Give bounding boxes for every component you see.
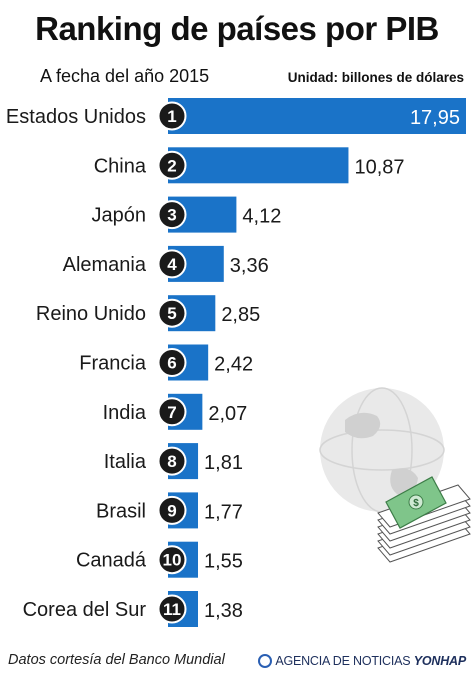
agency-credit: AGENCIA DE NOTICIAS YONHAP	[258, 654, 466, 668]
category-label: China	[94, 155, 147, 177]
rank-number: 6	[167, 354, 176, 373]
category-label: Corea del Sur	[23, 599, 147, 621]
chart-subtitle: A fecha del año 2015	[40, 66, 210, 86]
chart-title: Ranking de países por PIB	[35, 10, 439, 47]
rank-number: 4	[167, 255, 177, 274]
value-label: 3,36	[230, 255, 269, 277]
svg-text:$: $	[413, 498, 419, 509]
bar	[168, 147, 349, 184]
rank-badge	[157, 200, 187, 230]
value-label: 2,07	[208, 403, 247, 425]
money-stack-icon: $	[377, 476, 471, 563]
value-label: 10,87	[354, 156, 404, 178]
rank-badge	[157, 101, 187, 131]
rank-number: 10	[163, 551, 182, 570]
rank-badge	[157, 495, 187, 525]
rank-number: 1	[167, 107, 176, 126]
category-label: Francia	[79, 353, 147, 375]
value-label: 1,55	[204, 551, 243, 573]
rank-badge	[157, 298, 187, 328]
category-label: Brasil	[96, 500, 146, 522]
rank-badge	[157, 348, 187, 377]
source-note: Datos cortesía del Banco Mundial	[8, 652, 225, 668]
rank-badge	[157, 446, 187, 476]
category-label: Italia	[104, 451, 147, 473]
value-label: 1,38	[204, 600, 243, 622]
bar	[168, 98, 466, 134]
agency-brand: YONHAP	[413, 654, 466, 668]
rank-number: 5	[167, 304, 176, 323]
value-label: 2,42	[214, 354, 253, 376]
category-label: India	[103, 402, 147, 424]
rank-number: 2	[167, 156, 176, 175]
category-label: Estados Unidos	[6, 106, 146, 128]
rank-number: 9	[167, 501, 176, 520]
rank-badge	[157, 249, 187, 279]
value-label: 1,77	[204, 501, 243, 523]
value-label: 4,12	[242, 206, 281, 228]
category-label: Reino Unido	[36, 303, 146, 325]
value-label: 17,95	[410, 107, 460, 129]
rank-number: 8	[167, 452, 176, 471]
rank-badge	[157, 397, 187, 427]
rank-number: 3	[167, 206, 176, 225]
rank-badge	[157, 594, 187, 624]
rank-number: 7	[167, 403, 176, 422]
value-label: 1,81	[204, 452, 243, 474]
agency-name: AGENCIA DE NOTICIAS	[275, 654, 411, 668]
unit-label: Unidad: billones de dólares	[287, 70, 464, 85]
category-label: Alemania	[63, 254, 147, 276]
rank-badge	[157, 150, 187, 180]
category-label: Japón	[92, 205, 147, 227]
agency-logo-icon	[258, 654, 273, 668]
rank-badge	[157, 545, 187, 575]
category-label: Canadá	[76, 550, 147, 572]
rank-number: 11	[163, 600, 181, 619]
value-label: 2,85	[221, 304, 260, 326]
